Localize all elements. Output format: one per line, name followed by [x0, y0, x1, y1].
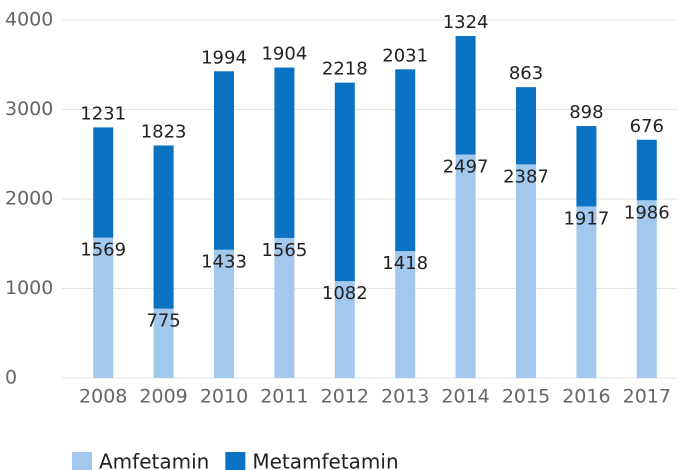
data-label: 2497	[443, 157, 489, 178]
legend-label: Metamfetamin	[252, 450, 398, 470]
data-label: 1433	[201, 252, 247, 273]
legend-label: Amfetamin	[99, 450, 209, 470]
y-tick-label: 2000	[5, 188, 53, 210]
data-label: 1565	[261, 240, 307, 261]
x-tick-label: 2009	[139, 386, 187, 408]
legend-swatch	[225, 452, 246, 470]
x-tick-label: 2014	[441, 386, 489, 408]
y-tick-label: 1000	[5, 277, 53, 299]
bar-segment	[214, 249, 234, 378]
data-label: 1994	[201, 47, 247, 68]
bar-segment	[636, 200, 657, 378]
data-label: 1823	[141, 121, 187, 142]
bar-segment	[334, 82, 355, 282]
x-tick-label: 2010	[200, 386, 248, 408]
bar-segment	[636, 139, 657, 201]
x-tick-label: 2016	[562, 386, 610, 408]
x-tick-label: 2011	[260, 386, 308, 408]
data-label: 898	[569, 102, 603, 123]
data-label: 676	[630, 116, 664, 137]
bar-segment	[93, 127, 114, 238]
bar-segment	[274, 237, 295, 378]
data-label: 1986	[624, 202, 670, 223]
data-label: 1418	[382, 253, 428, 274]
bar-segment	[455, 36, 476, 155]
x-tick-label: 2013	[381, 386, 429, 408]
data-label: 2387	[503, 166, 549, 187]
data-label: 1904	[261, 44, 307, 65]
data-label: 863	[509, 63, 543, 84]
bar-segment	[516, 164, 536, 378]
bar-segment	[576, 126, 597, 207]
bar-segment	[455, 154, 476, 378]
bar-segment	[576, 206, 597, 378]
data-label: 1569	[80, 240, 126, 261]
bar-segment	[395, 69, 416, 252]
bar-segment	[274, 67, 295, 238]
data-label: 1324	[443, 12, 489, 33]
bar-segment	[93, 237, 114, 378]
data-label: 2218	[322, 59, 368, 80]
y-tick-label: 0	[5, 367, 17, 389]
bar-segment	[334, 281, 355, 378]
data-label: 1082	[322, 283, 368, 304]
data-label: 2031	[382, 45, 428, 66]
x-tick-label: 2008	[79, 386, 127, 408]
y-tick-label: 4000	[5, 9, 53, 31]
x-tick-label: 2017	[623, 386, 671, 408]
legend-swatch	[72, 452, 92, 470]
bar-segment	[516, 87, 536, 165]
data-label: 775	[146, 311, 180, 332]
data-label: 1231	[80, 103, 126, 124]
bar-segment	[153, 145, 174, 309]
data-label: 1917	[563, 208, 609, 229]
bar-segment	[395, 251, 416, 378]
bar-segment	[214, 71, 234, 250]
x-tick-label: 2015	[502, 386, 550, 408]
y-tick-label: 3000	[5, 98, 53, 120]
bar-segment	[153, 308, 174, 378]
x-tick-label: 2012	[321, 386, 369, 408]
